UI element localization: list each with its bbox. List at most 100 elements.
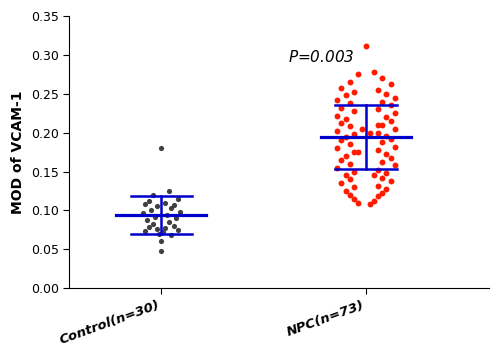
Point (386, 103, 394, 108)
Point (374, 183, 382, 188)
Point (374, 122, 382, 128)
Point (342, 188, 349, 194)
Point (386, 82, 394, 87)
Point (354, 200, 362, 205)
Point (153, 204, 161, 209)
Point (155, 231, 163, 237)
Point (342, 134, 349, 139)
Point (354, 149, 362, 155)
Point (334, 145, 342, 151)
Point (139, 211, 147, 216)
Point (346, 79, 354, 85)
Point (358, 126, 366, 132)
Point (386, 155, 394, 160)
Point (378, 190, 386, 196)
Point (370, 198, 378, 204)
Point (342, 173, 349, 178)
Point (342, 116, 349, 122)
Point (172, 215, 179, 221)
Point (378, 99, 386, 105)
Point (168, 232, 175, 238)
Point (346, 124, 354, 129)
Point (382, 133, 390, 139)
Point (386, 136, 394, 142)
Point (162, 200, 170, 205)
Point (390, 163, 398, 168)
Point (346, 141, 354, 147)
Point (338, 85, 345, 91)
Point (374, 194, 382, 199)
Point (334, 165, 342, 170)
Point (386, 178, 394, 184)
Point (390, 110, 398, 116)
Point (362, 43, 370, 48)
Point (162, 226, 170, 231)
Point (338, 121, 345, 126)
Point (145, 224, 153, 230)
Point (382, 151, 390, 157)
Point (157, 238, 165, 244)
Point (390, 126, 398, 132)
Point (378, 122, 386, 128)
Point (338, 137, 345, 143)
Text: $\it{P}$=0.003: $\it{P}$=0.003 (288, 49, 355, 64)
Point (338, 157, 345, 163)
Point (350, 149, 358, 155)
Point (390, 95, 398, 101)
Point (141, 201, 149, 207)
Point (164, 212, 172, 218)
Point (350, 169, 358, 174)
Point (382, 170, 390, 176)
Point (390, 144, 398, 150)
Point (374, 130, 382, 136)
Point (374, 106, 382, 112)
Point (382, 114, 390, 120)
Point (378, 139, 386, 145)
Point (143, 217, 151, 223)
Point (170, 202, 177, 208)
Point (370, 69, 378, 75)
Point (350, 184, 358, 190)
Point (141, 228, 149, 234)
Point (378, 76, 386, 81)
Point (157, 248, 165, 254)
Point (378, 175, 386, 180)
Point (350, 108, 358, 114)
Point (168, 205, 175, 211)
Point (170, 223, 177, 229)
Point (342, 153, 349, 159)
Point (145, 198, 153, 204)
Point (374, 147, 382, 153)
Point (346, 100, 354, 106)
Point (346, 176, 354, 182)
Point (153, 226, 161, 232)
Point (378, 159, 386, 165)
Point (174, 196, 182, 202)
Point (350, 90, 358, 95)
Point (147, 208, 155, 213)
Point (366, 130, 374, 136)
Point (338, 180, 345, 186)
Point (338, 105, 345, 111)
Point (174, 227, 182, 233)
Point (334, 113, 342, 118)
Point (342, 92, 349, 98)
Point (346, 161, 354, 166)
Point (176, 209, 184, 215)
Point (160, 229, 168, 235)
Point (157, 145, 165, 151)
Point (346, 192, 354, 198)
Point (334, 97, 342, 103)
Point (166, 219, 173, 225)
Point (386, 118, 394, 124)
Point (350, 131, 358, 137)
Point (382, 91, 390, 97)
Point (366, 201, 374, 207)
Point (382, 186, 390, 192)
Point (334, 128, 342, 134)
Point (374, 167, 382, 173)
Point (149, 192, 157, 198)
Point (370, 173, 378, 178)
Point (149, 222, 157, 227)
Point (350, 196, 358, 202)
